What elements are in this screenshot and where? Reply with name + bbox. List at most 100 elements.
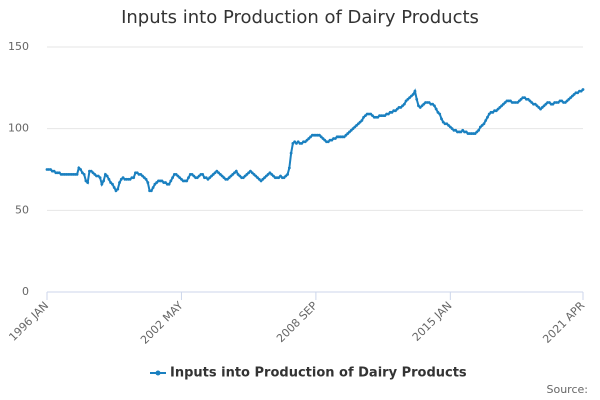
- x-tick-label: 2002 MAY: [138, 299, 186, 347]
- data-point: [523, 96, 527, 100]
- data-point: [326, 140, 330, 144]
- data-point: [171, 176, 174, 180]
- data-point: [464, 130, 468, 134]
- data-point: [346, 132, 350, 135]
- data-point: [236, 173, 240, 176]
- y-tick-label: 50: [15, 203, 29, 216]
- data-point: [537, 106, 541, 109]
- data-point: [433, 104, 436, 108]
- data-point: [477, 128, 481, 132]
- data-point: [569, 96, 573, 100]
- data-point: [307, 137, 311, 140]
- data-point: [415, 97, 419, 101]
- data-point: [211, 173, 215, 176]
- data-point: [250, 171, 254, 175]
- data-point: [500, 104, 504, 108]
- data-point: [517, 99, 521, 103]
- data-point: [551, 102, 555, 106]
- data-point: [185, 179, 189, 183]
- data-point: [167, 182, 171, 186]
- data-point: [109, 181, 113, 184]
- data-point: [282, 176, 286, 180]
- data-point: [494, 109, 498, 113]
- data-point: [256, 176, 259, 180]
- source: Source:: [547, 383, 589, 396]
- data-point: [289, 151, 293, 155]
- data-point: [100, 182, 104, 186]
- data-point: [348, 130, 351, 134]
- data-point: [319, 135, 323, 139]
- data-point: [480, 124, 484, 127]
- legend-label: Inputs into Production of Dairy Products: [170, 366, 467, 381]
- data-point: [509, 99, 512, 103]
- data-point: [300, 141, 304, 145]
- data-point: [487, 112, 491, 116]
- data-point: [448, 125, 452, 129]
- data-point: [360, 119, 364, 122]
- data-point: [227, 176, 231, 180]
- data-point: [567, 97, 571, 101]
- data-point: [114, 189, 118, 193]
- data-point: [484, 119, 488, 122]
- data-point: [116, 187, 120, 191]
- data-point: [371, 114, 374, 117]
- data-point: [77, 166, 81, 170]
- data-point: [187, 176, 190, 180]
- data-point: [247, 171, 251, 175]
- data-point: [118, 181, 121, 184]
- data-point: [420, 104, 424, 108]
- data-point: [135, 171, 139, 175]
- data-point: [128, 177, 132, 181]
- data-point: [169, 179, 173, 183]
- data-point: [486, 115, 489, 119]
- data-point: [581, 88, 585, 91]
- data-point: [330, 138, 334, 142]
- data-point: [79, 168, 83, 171]
- data-point: [52, 169, 56, 173]
- data-point: [402, 102, 406, 106]
- data-point: [93, 173, 97, 176]
- data-point: [89, 169, 93, 173]
- data-point: [491, 110, 495, 114]
- data-point: [427, 101, 431, 104]
- data-point: [478, 125, 482, 129]
- data-point: [349, 128, 353, 132]
- x-tick-label: 2021 APR: [540, 299, 587, 346]
- data-point: [210, 174, 213, 178]
- data-point: [206, 177, 210, 181]
- data-point: [364, 114, 367, 117]
- data-point: [291, 141, 295, 145]
- data-point: [440, 117, 443, 121]
- data-point: [418, 106, 422, 109]
- data-point: [355, 124, 358, 127]
- data-point: [111, 182, 114, 186]
- data-point: [192, 174, 196, 178]
- data-point: [264, 174, 268, 178]
- data-point: [318, 133, 321, 137]
- y-tick-label: 0: [22, 285, 29, 298]
- y-tick-label: 100: [8, 122, 29, 135]
- data-point: [241, 176, 245, 180]
- data-point: [376, 115, 380, 119]
- data-point: [217, 171, 220, 175]
- y-tick-label: 150: [8, 40, 29, 53]
- data-point: [215, 169, 219, 173]
- data-point: [309, 135, 312, 139]
- data-point: [270, 173, 274, 176]
- data-point: [540, 106, 544, 109]
- data-point: [226, 177, 229, 181]
- data-point: [362, 115, 366, 119]
- data-point: [501, 102, 505, 106]
- data-point: [279, 174, 282, 178]
- data-point: [303, 140, 307, 144]
- data-point: [91, 171, 95, 175]
- data-point: [544, 102, 548, 106]
- data-point: [533, 102, 537, 106]
- data-point: [323, 138, 327, 142]
- data-point: [286, 173, 289, 176]
- data-point: [142, 176, 146, 180]
- data-point: [539, 107, 542, 111]
- data-point: [399, 106, 403, 109]
- data-point: [180, 177, 183, 181]
- data-point: [498, 106, 502, 109]
